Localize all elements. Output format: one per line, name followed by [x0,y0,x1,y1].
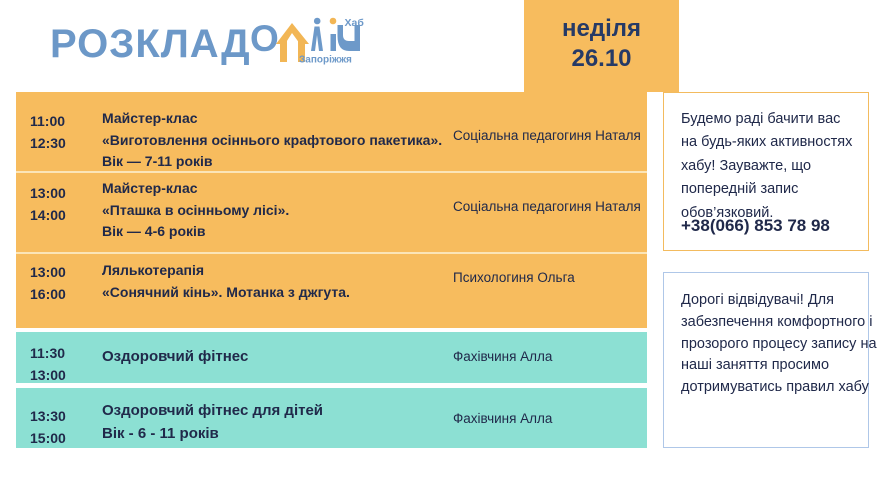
svg-text:Хаб: Хаб [345,17,365,29]
svg-text:О: О [250,18,279,59]
svg-text:Запоріжжя: Запоріжжя [299,55,352,66]
